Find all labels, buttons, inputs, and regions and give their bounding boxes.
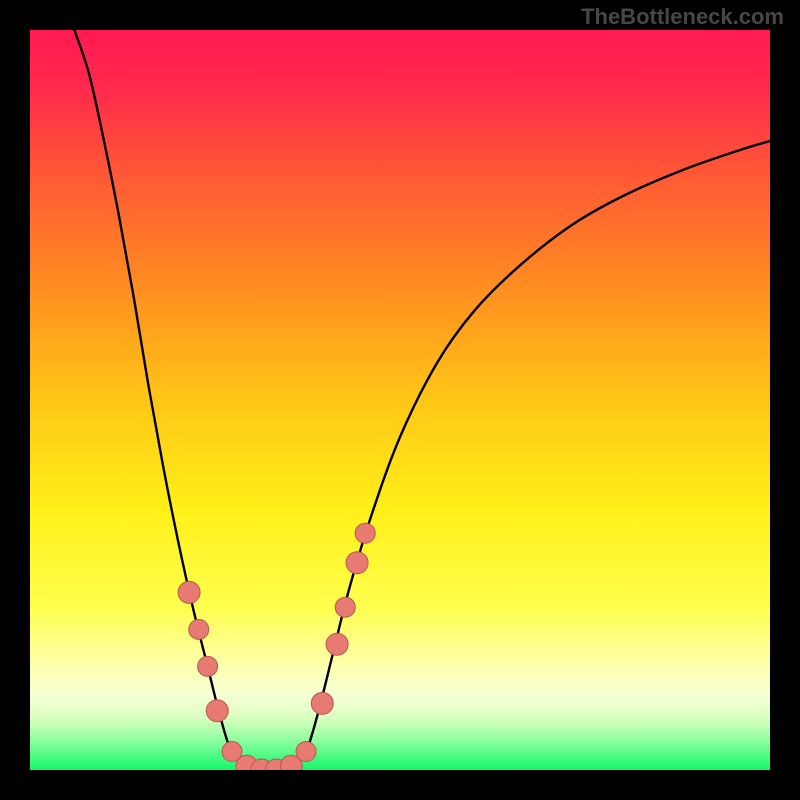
data-marker (346, 552, 368, 574)
data-marker (178, 581, 200, 603)
outer-frame: TheBottleneck.com (0, 0, 800, 800)
bottleneck-curve (74, 30, 770, 770)
data-marker (296, 742, 316, 762)
data-marker (189, 619, 209, 639)
data-marker (326, 633, 348, 655)
data-marker (206, 700, 228, 722)
curve-layer (30, 30, 770, 770)
data-marker (355, 523, 375, 543)
data-marker (311, 692, 333, 714)
data-marker (335, 597, 355, 617)
data-marker (198, 656, 218, 676)
watermark-text: TheBottleneck.com (581, 4, 784, 30)
plot-area (30, 30, 770, 770)
